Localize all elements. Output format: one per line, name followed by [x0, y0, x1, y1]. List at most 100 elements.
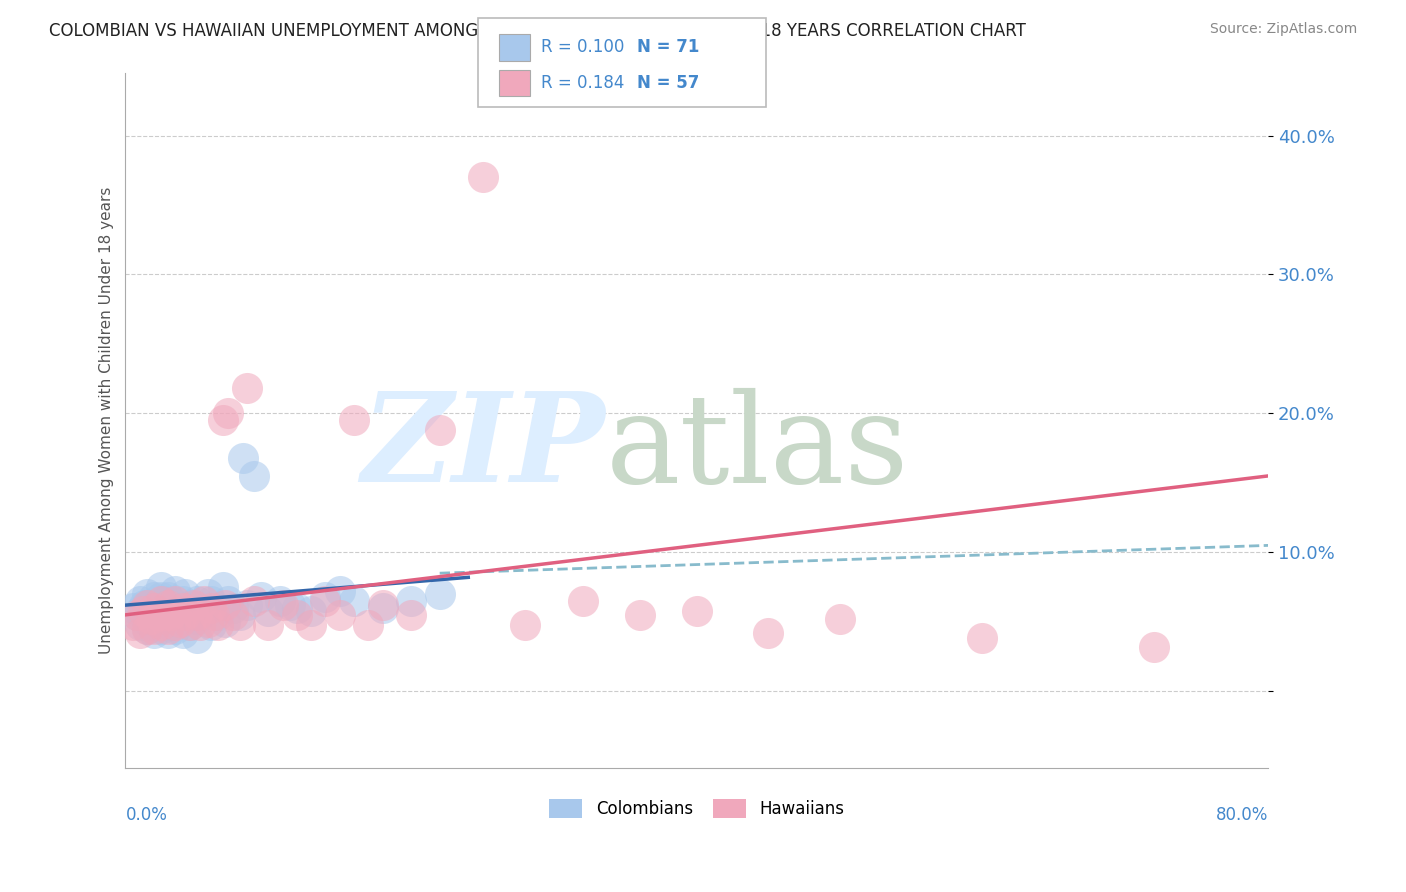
Point [193, 594, 215, 608]
Point [128, 604, 150, 618]
Point [229, 607, 252, 622]
Point [132, 598, 155, 612]
Point [157, 626, 180, 640]
Point [157, 598, 180, 612]
Point [197, 587, 219, 601]
Point [157, 601, 180, 615]
Point [160, 607, 183, 622]
Point [186, 632, 208, 646]
Point [217, 594, 239, 608]
Point [135, 598, 157, 612]
Point [165, 594, 187, 608]
Point [143, 622, 166, 636]
Point [121, 617, 143, 632]
Point [200, 617, 222, 632]
Point [200, 601, 222, 615]
Point [174, 607, 197, 622]
Point [299, 604, 322, 618]
Point [399, 594, 422, 608]
Point [150, 590, 173, 604]
Point [135, 622, 157, 636]
Point [972, 632, 994, 646]
Point [221, 601, 243, 615]
Point [828, 612, 851, 626]
Point [429, 587, 451, 601]
Point [232, 450, 254, 465]
Point [343, 413, 366, 427]
Point [628, 607, 651, 622]
Point [174, 587, 197, 601]
Point [172, 594, 194, 608]
Point [314, 590, 336, 604]
Point [285, 607, 308, 622]
Point [135, 622, 157, 636]
Y-axis label: Unemployment Among Women with Children Under 18 years: Unemployment Among Women with Children U… [100, 186, 114, 654]
Point [157, 590, 180, 604]
Point [135, 607, 157, 622]
Point [329, 607, 352, 622]
Point [165, 607, 187, 622]
Point [141, 612, 163, 626]
Point [269, 594, 291, 608]
Point [202, 607, 225, 622]
Point [179, 617, 201, 632]
Point [155, 594, 177, 608]
Point [165, 622, 187, 636]
Text: COLOMBIAN VS HAWAIIAN UNEMPLOYMENT AMONG WOMEN WITH CHILDREN UNDER 18 YEARS CORR: COLOMBIAN VS HAWAIIAN UNEMPLOYMENT AMONG… [49, 22, 1026, 40]
Point [299, 617, 322, 632]
Text: R = 0.184: R = 0.184 [541, 74, 624, 92]
Point [229, 617, 252, 632]
Point [128, 626, 150, 640]
Point [371, 598, 394, 612]
Point [193, 604, 215, 618]
Point [150, 622, 173, 636]
Point [150, 594, 173, 608]
Point [172, 626, 194, 640]
Point [271, 598, 294, 612]
Point [150, 598, 173, 612]
Point [278, 598, 301, 612]
Point [131, 604, 153, 618]
Point [1143, 640, 1166, 654]
Point [169, 601, 191, 615]
Text: ZIP: ZIP [361, 387, 606, 508]
Text: R = 0.100: R = 0.100 [541, 38, 624, 56]
Point [143, 601, 166, 615]
Point [128, 617, 150, 632]
Point [125, 607, 148, 622]
Text: Source: ZipAtlas.com: Source: ZipAtlas.com [1209, 22, 1357, 37]
Point [146, 615, 169, 629]
Point [250, 590, 273, 604]
Point [165, 584, 187, 599]
Point [314, 594, 336, 608]
Point [285, 601, 308, 615]
Point [186, 607, 208, 622]
Point [515, 617, 537, 632]
Point [155, 612, 177, 626]
Point [125, 607, 148, 622]
Point [155, 607, 177, 622]
Point [131, 612, 153, 626]
Point [135, 598, 157, 612]
Point [183, 598, 205, 612]
Point [150, 580, 173, 594]
Point [371, 601, 394, 615]
Point [157, 612, 180, 626]
Point [186, 612, 208, 626]
Point [165, 617, 187, 632]
Point [211, 580, 233, 594]
Text: 80.0%: 80.0% [1216, 805, 1268, 824]
Point [329, 584, 352, 599]
Point [143, 601, 166, 615]
Point [211, 413, 233, 427]
Legend: Colombians, Hawaiians: Colombians, Hawaiians [550, 799, 845, 819]
Point [143, 612, 166, 626]
Point [207, 607, 229, 622]
Point [160, 617, 183, 632]
Point [399, 607, 422, 622]
Point [141, 617, 163, 632]
Point [143, 590, 166, 604]
Point [146, 601, 169, 615]
Point [429, 423, 451, 437]
Point [160, 598, 183, 612]
